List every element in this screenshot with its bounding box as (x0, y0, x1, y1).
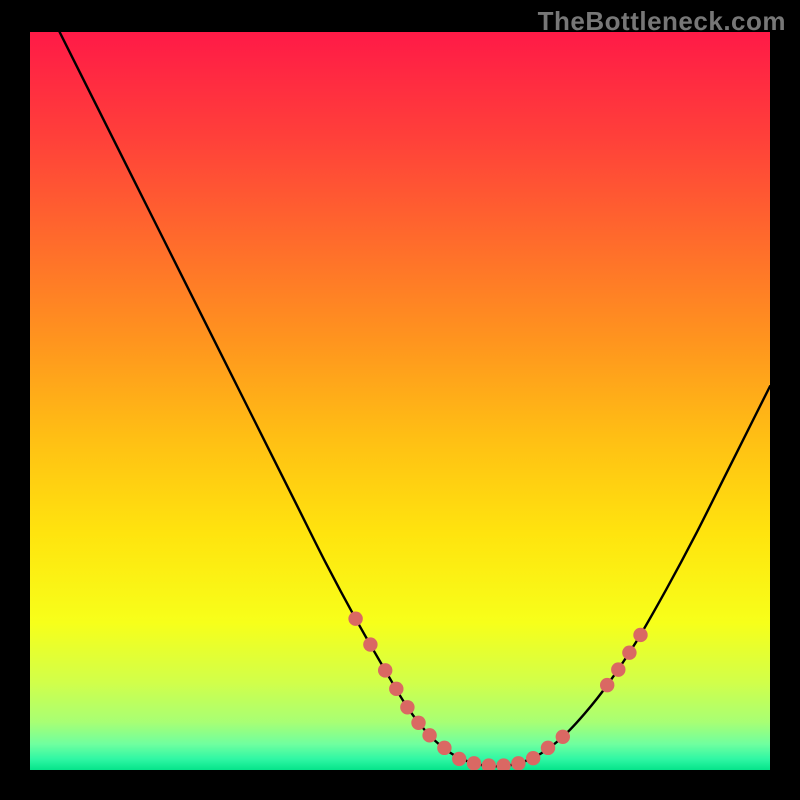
curve-marker (526, 751, 540, 765)
bottleneck-curve-chart (0, 0, 800, 800)
curve-marker (452, 752, 466, 766)
curve-marker (389, 682, 403, 696)
curve-marker (511, 756, 525, 770)
chart-frame: TheBottleneck.com (0, 0, 800, 800)
curve-marker (437, 741, 451, 755)
curve-marker (496, 758, 510, 772)
curve-marker (378, 663, 392, 677)
curve-marker (611, 662, 625, 676)
curve-marker (622, 645, 636, 659)
curve-marker (482, 758, 496, 772)
plot-background (30, 32, 770, 770)
curve-marker (556, 730, 570, 744)
curve-marker (411, 716, 425, 730)
curve-marker (541, 741, 555, 755)
curve-marker (633, 628, 647, 642)
curve-marker (348, 612, 362, 626)
curve-marker (422, 728, 436, 742)
curve-marker (467, 756, 481, 770)
curve-marker (400, 700, 414, 714)
curve-marker (363, 637, 377, 651)
curve-marker (600, 678, 614, 692)
